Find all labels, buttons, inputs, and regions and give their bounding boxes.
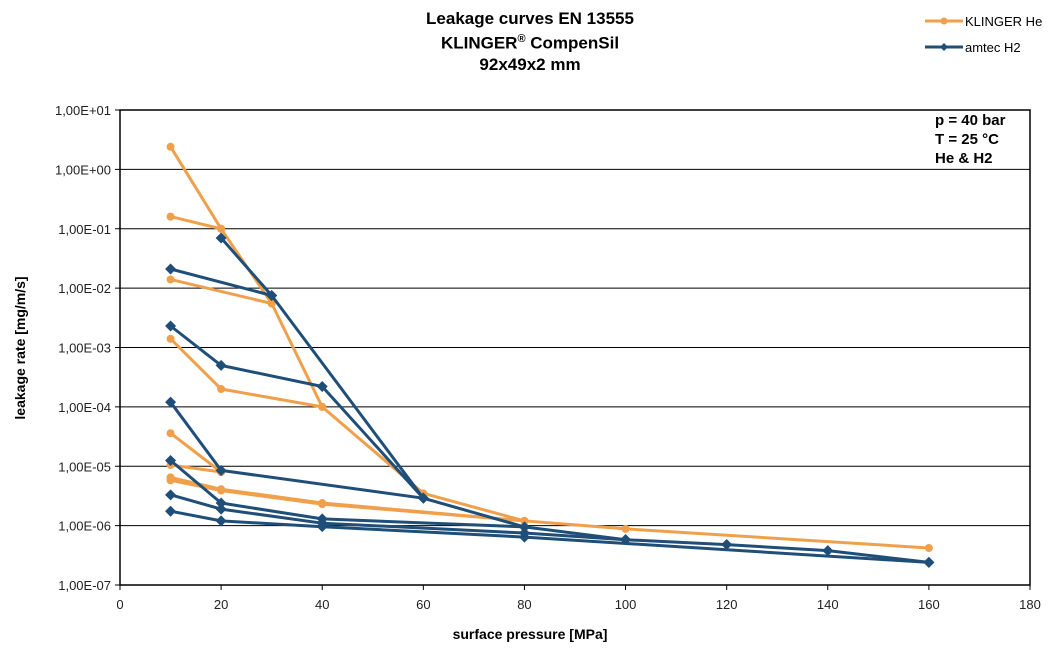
title-product: CompenSil — [525, 33, 620, 53]
title-line-1: Leakage curves EN 13555 — [426, 9, 634, 28]
y-tick-label: 1,00E-07 — [58, 578, 111, 593]
series-line-amtec-h2 — [170, 493, 626, 542]
legend-item-amtec-h2: amtec H2 — [925, 34, 1042, 60]
data-point-amtec-h2 — [215, 497, 227, 509]
x-tick-label: 0 — [116, 597, 123, 612]
data-point-amtec-h2 — [417, 492, 429, 504]
data-point-klinger-he — [267, 299, 276, 308]
series-line-klinger-he — [170, 215, 222, 231]
data-point-amtec-h2 — [266, 290, 278, 302]
data-point-amtec-h2 — [215, 515, 227, 527]
annotation-pressure: p = 40 bar — [935, 112, 1006, 129]
data-point-klinger-he — [166, 476, 175, 485]
x-tick-label: 20 — [214, 597, 228, 612]
data-point-klinger-he — [166, 334, 175, 343]
x-axis-label: surface pressure [MPa] — [452, 626, 608, 642]
data-point-klinger-he — [520, 516, 529, 525]
series-line-klinger-he — [170, 478, 525, 523]
x-tick-label: 40 — [315, 597, 329, 612]
y-axis-label: leakage rate [mg/m/s] — [12, 276, 28, 420]
y-tick-label: 1,00E-03 — [58, 341, 111, 356]
data-point-amtec-h2 — [518, 531, 530, 543]
y-tick-label: 1,00E-02 — [58, 281, 111, 296]
data-point-amtec-h2 — [518, 521, 530, 533]
series-line-amtec-h2 — [169, 459, 525, 529]
data-point-klinger-he — [217, 486, 226, 495]
legend-swatch-diamond-icon — [925, 43, 963, 51]
data-point-amtec-h2 — [822, 545, 834, 557]
chart-title: Leakage curves EN 13555 KLINGER® CompenS… — [330, 8, 730, 75]
data-point-amtec-h2 — [316, 521, 328, 533]
data-point-klinger-he — [166, 275, 175, 284]
y-tick-label: 1,00E-04 — [58, 400, 111, 415]
series-line-klinger-he — [169, 432, 223, 474]
data-point-amtec-h2 — [165, 396, 177, 408]
title-line-2: KLINGER® CompenSil — [330, 29, 730, 54]
data-point-klinger-he — [166, 142, 175, 151]
y-tick-label: 1,00E-05 — [58, 459, 111, 474]
data-point-amtec-h2 — [165, 489, 177, 501]
data-point-klinger-he — [217, 385, 226, 394]
title-line-3: 92x49x2 mm — [479, 54, 581, 74]
data-point-klinger-he — [166, 212, 175, 221]
data-point-amtec-h2 — [215, 232, 227, 244]
annotation-temperature: T = 25 °C — [935, 131, 999, 148]
y-tick-label: 1,00E-06 — [58, 519, 111, 534]
x-tick-label: 180 — [1019, 597, 1041, 612]
data-point-amtec-h2 — [165, 320, 177, 332]
x-tick-label: 100 — [615, 597, 637, 612]
legend-label: KLINGER He — [965, 13, 1043, 29]
legend-swatch-circle-icon — [925, 17, 963, 25]
data-point-klinger-he — [924, 543, 933, 552]
series-line-amtec-h2 — [169, 401, 424, 500]
x-tick-label: 60 — [416, 597, 430, 612]
series-line-klinger-he — [170, 277, 273, 305]
plot-frame — [119, 109, 1031, 586]
legend-item-klinger-he: KLINGER He — [925, 8, 1042, 34]
data-point-klinger-he — [166, 429, 175, 438]
y-tick-label: 1,00E+01 — [55, 103, 111, 118]
series-line-amtec-h2 — [169, 324, 425, 500]
x-tick-label: 160 — [918, 597, 940, 612]
conditions-annotation: p = 40 bar T = 25 °C He & H2 — [935, 111, 1005, 168]
data-point-amtec-h2 — [215, 464, 227, 476]
x-tick-label: 120 — [716, 597, 738, 612]
legend: KLINGER He amtec H2 — [925, 8, 1042, 60]
data-point-amtec-h2 — [215, 503, 227, 515]
data-point-amtec-h2 — [165, 454, 177, 466]
x-tick-label: 140 — [817, 597, 839, 612]
series-line-klinger-he — [169, 146, 929, 550]
x-tick-label: 80 — [517, 597, 531, 612]
y-tick-label: 1,00E-01 — [58, 222, 111, 237]
data-point-amtec-h2 — [165, 263, 177, 275]
data-point-klinger-he — [217, 224, 226, 233]
data-point-klinger-he — [621, 524, 630, 533]
legend-label: amtec H2 — [965, 39, 1021, 55]
registered-mark: ® — [517, 33, 526, 45]
series-line-amtec-h2 — [219, 236, 930, 564]
data-point-amtec-h2 — [721, 539, 733, 551]
series-line-klinger-he — [170, 475, 525, 523]
title-brand: KLINGER — [440, 33, 518, 53]
data-point-amtec-h2 — [165, 505, 177, 517]
series-line-klinger-he — [169, 337, 323, 409]
data-point-amtec-h2 — [316, 381, 328, 393]
data-point-amtec-h2 — [215, 359, 227, 371]
y-tick-label: 1,00E+00 — [55, 162, 111, 177]
data-point-amtec-h2 — [923, 556, 935, 568]
annotation-gases: He & H2 — [935, 150, 993, 167]
data-point-klinger-he — [318, 500, 327, 509]
data-point-klinger-he — [318, 402, 327, 411]
series-line-amtec-h2 — [170, 267, 273, 297]
